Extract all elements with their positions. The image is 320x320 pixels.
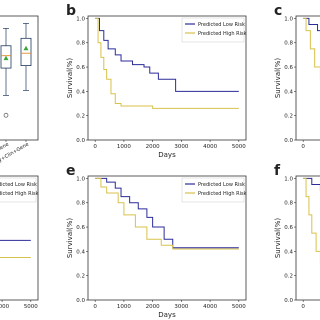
survival-curve [95, 17, 239, 109]
plot-frame [87, 175, 247, 301]
y-axis-label: Survival(%) [274, 218, 282, 259]
x-tick-label: 3000 [174, 304, 188, 310]
panel-label: e [66, 163, 76, 179]
legend-box [181, 17, 245, 43]
y-tick-label: 0.6 [284, 65, 293, 71]
y-tick-label: 0.4 [284, 249, 293, 255]
plot-frame [295, 15, 320, 141]
legend-box [0, 177, 37, 203]
x-tick-label: 2000 [146, 304, 160, 310]
panel-label: b [66, 3, 76, 19]
y-tick-label: 0.2 [284, 114, 293, 120]
legend-label: Predicted High Risk [0, 191, 39, 197]
y-tick-label: 0.4 [76, 89, 85, 95]
y-tick-label: 0.8 [284, 41, 293, 47]
x-tick-label: 0 [93, 304, 97, 310]
y-tick-label: 0.0 [284, 138, 293, 144]
legend-label: Predicted Low Risk [198, 22, 245, 28]
legend-label: Predicted High Risk [198, 31, 247, 37]
survival-curve [95, 177, 239, 249]
x-tick-label: 0 [301, 304, 305, 310]
y-axis-label: Survival(%) [66, 218, 74, 259]
y-tick-label: 0.4 [284, 89, 293, 95]
x-tick-label: 1000 [117, 304, 131, 310]
box [20, 37, 32, 67]
box [0, 45, 12, 69]
x-tick-label: 5000 [232, 144, 246, 150]
plot-frame [0, 175, 39, 301]
y-tick-label: 0.2 [76, 274, 85, 280]
x-tick-label: 4000 [0, 304, 10, 310]
x-tick-label: 3000 [174, 144, 188, 150]
y-tick-label: 1.0 [284, 16, 293, 22]
y-tick-label: 0.2 [76, 114, 85, 120]
panel-label: c [274, 3, 282, 19]
y-axis-label: Survival(%) [66, 58, 74, 99]
survival-curve [95, 177, 239, 250]
plot-frame [87, 15, 247, 141]
survival-curve [303, 17, 320, 80]
plot-frame [295, 175, 320, 301]
legend-box [181, 177, 245, 203]
legend-label: Predicted High Risk [198, 191, 247, 197]
box-mean [23, 45, 29, 51]
y-tick-label: 0.6 [76, 65, 85, 71]
y-tick-label: 0.4 [76, 249, 85, 255]
legend-label: Predicted Low Risk [0, 182, 37, 188]
x-tick-label: 1000 [117, 144, 131, 150]
survival-curve [303, 17, 320, 32]
y-tick-label: 1.0 [284, 176, 293, 182]
box-outlier [3, 112, 9, 118]
y-tick-label: 0.0 [76, 138, 85, 144]
y-tick-label: 0.0 [284, 298, 293, 304]
x-tick-label: 5000 [232, 304, 246, 310]
y-tick-label: 0.8 [76, 41, 85, 47]
y-axis-label: Survival(%) [274, 58, 282, 99]
box-mean [3, 55, 9, 61]
y-tick-label: 0.0 [76, 298, 85, 304]
x-tick-label: 4000 [203, 144, 217, 150]
y-tick-label: 0.2 [284, 274, 293, 280]
survival-curve [95, 17, 239, 92]
y-tick-label: 0.8 [284, 201, 293, 207]
x-tick-label: 5000 [24, 304, 38, 310]
panel-label: f [274, 163, 281, 179]
x-axis-label: Days [158, 151, 176, 159]
x-tick-label: 0 [301, 144, 305, 150]
y-tick-label: 0.6 [76, 225, 85, 231]
survival-curve [303, 177, 320, 192]
x-tick-label: 0 [93, 144, 97, 150]
plot-frame [0, 15, 39, 141]
x-tick-label: 2000 [146, 144, 160, 150]
legend-label: Predicted Low Risk [198, 182, 245, 188]
y-tick-label: 1.0 [76, 176, 85, 182]
x-tick-label: 4000 [203, 304, 217, 310]
y-tick-label: 0.8 [76, 201, 85, 207]
y-tick-label: 1.0 [76, 16, 85, 22]
y-tick-label: 0.6 [284, 225, 293, 231]
x-axis-label: Days [158, 311, 176, 319]
survival-curve [303, 177, 320, 265]
